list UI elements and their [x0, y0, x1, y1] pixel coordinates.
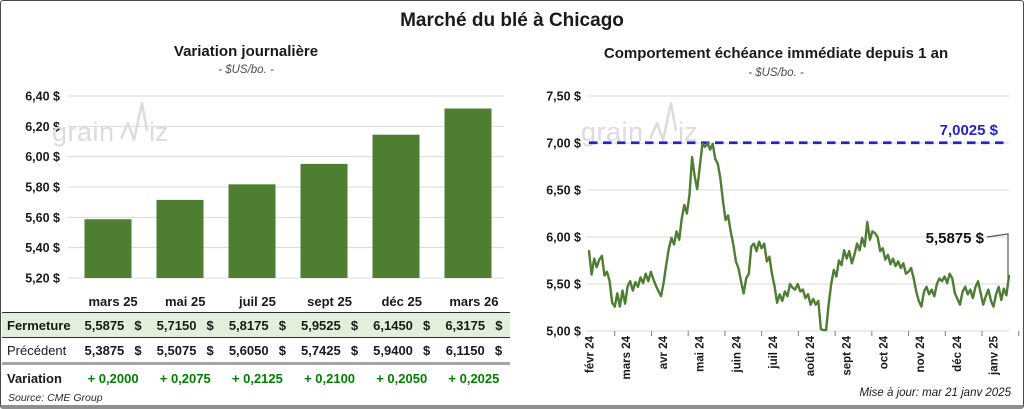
table-cell: 5,8175 $: [221, 312, 294, 338]
watermark-text-pre: grain: [52, 117, 115, 147]
x-axis-month-label: août 24: [805, 335, 817, 376]
reference-line-value-label: 7,0025 $: [940, 122, 999, 139]
futures-table: mars 25 mai 25 juil 25 sept 25 déc 25 mars 26…: [2, 291, 510, 391]
watermark-text-post: iz: [678, 117, 698, 147]
table-cell: + 0,2100: [304, 370, 356, 386]
table-month-header: mars 26: [449, 294, 499, 309]
grainwiz-watermark: grain iz: [581, 101, 698, 147]
y-axis-tick-label: 6,00 $: [546, 231, 581, 245]
table-cell: + 0,2025: [448, 370, 500, 386]
table-month-header: sept 25: [307, 294, 352, 309]
table-cell: 6,1450 $: [365, 312, 438, 338]
x-axis-month-label: févr 24: [585, 335, 597, 373]
price-line-series: [587, 141, 1011, 332]
x-axis-month-label: juil 24: [768, 335, 780, 369]
x-axis-month-label: mars 24: [621, 335, 633, 379]
row-label: Fermeture: [2, 312, 77, 338]
table-month-header: juil 25: [238, 294, 276, 309]
y-axis-tick-label: 5,20 $: [25, 272, 60, 286]
x-axis-month-label: mai 24: [695, 335, 707, 371]
x-axis-month-label: nov 24: [915, 335, 927, 372]
y-axis-tick-label: 5,40 $: [25, 241, 60, 255]
table-month-header: déc 25: [381, 294, 422, 309]
y-axis-tick-label: 5,00 $: [546, 325, 581, 339]
bar-chart-title: Variation journalière: [173, 43, 319, 60]
page-title: Marché du blé à Chicago: [400, 10, 624, 31]
table-row-var: Variation + 0,2000 + 0,2075 + 0,2125 + 0,210…: [2, 364, 510, 392]
table-corner-cell: [2, 291, 77, 313]
y-axis-tick-label: 6,00 $: [25, 150, 60, 164]
y-axis-tick-label: 5,60 $: [25, 211, 60, 225]
table-cell: 5,5075 $: [149, 337, 222, 365]
table-cell: 5,9525 $: [293, 312, 366, 338]
front-month-line-chart: 7,50 $ 7,00 $ 6,50 $ 6,00 $ 5,50 $ 5,00 $ grai…: [546, 90, 1020, 379]
bar-mars 25: [84, 219, 132, 278]
y-axis-tick-label: 7,50 $: [546, 90, 581, 104]
table-cell: 5,6050 $: [221, 337, 294, 365]
line-chart-subtitle: - $US/bo. -: [748, 67, 804, 79]
table-cell: 5,7425 $: [293, 337, 366, 365]
watermark-text-post: iz: [149, 117, 169, 147]
source-note: Source: CME Group: [8, 392, 103, 404]
table-month-header: mars 25: [88, 294, 138, 309]
y-axis-tick-label: 6,40 $: [25, 90, 60, 104]
watermark-zigzag-icon: [119, 101, 149, 142]
y-axis-tick-label: 5,50 $: [546, 278, 581, 292]
x-axis-month-label: oct 24: [878, 335, 890, 369]
table-month-header: mai 25: [164, 294, 206, 309]
bar-déc 25: [372, 134, 420, 278]
table-cell: 5,7150 $: [149, 312, 222, 338]
table-cell: 6,3175 $: [437, 312, 510, 338]
table-header-row: mars 25 mai 25 juil 25 sept 25 déc 25 mars 26: [2, 291, 510, 313]
row-label: Précédent: [2, 337, 77, 365]
table-cell: 5,9400 $: [365, 337, 438, 365]
grainwiz-watermark: grain iz: [52, 101, 169, 147]
x-axis-month-label: déc 24: [952, 335, 964, 371]
bar-chart-subtitle: - $US/bo. -: [218, 64, 274, 76]
table-cell: 5,3875 $: [77, 337, 150, 365]
last-price-label: 5,5875 $: [926, 230, 985, 247]
callout-line: [986, 233, 1009, 278]
y-axis-tick-label: 5,80 $: [25, 181, 60, 195]
bar-sept 25: [300, 163, 348, 278]
update-note: Mise à jour: mar 21 janv 2025: [859, 387, 1012, 399]
daily-variation-bar-chart: 6,40 $ 6,20 $ 6,00 $ 5,80 $ 5,60 $ 5,40 $ 5,20…: [25, 90, 504, 286]
y-axis-tick-label: 6,50 $: [546, 184, 581, 198]
table-row-prev: Précédent 5,3875 $5,5075 $5,6050 $5,7425 …: [2, 337, 510, 365]
bar-mars 26: [444, 108, 492, 278]
table-cell: + 0,2125: [231, 370, 283, 386]
x-axis-month-label: janv 25: [989, 335, 1001, 376]
y-axis-tick-label: 6,20 $: [25, 120, 60, 134]
watermark-zigzag-icon: [648, 101, 678, 142]
table-cell: + 0,2050: [376, 370, 428, 386]
table-cell: + 0,2075: [159, 370, 211, 386]
line-chart-title: Comportement échéance immédiate depuis 1…: [603, 45, 949, 62]
table-cell: 5,5875 $: [77, 312, 150, 338]
x-axis-month-label: sept 24: [842, 335, 854, 375]
table-cell: 6,1150 $: [437, 337, 510, 365]
x-axis-month-label: juin 24: [731, 335, 743, 373]
row-label: Variation: [7, 370, 62, 386]
bar-mai 25: [156, 199, 204, 278]
bar-juil 25: [228, 184, 276, 278]
x-axis-month-label: avr 24: [658, 335, 670, 369]
y-axis-tick-label: 7,00 $: [546, 137, 581, 151]
table-cell: + 0,2000: [87, 370, 139, 386]
table-row-close: Fermeture 5,5875 $5,7150 $5,8175 $5,9525 …: [2, 312, 510, 338]
